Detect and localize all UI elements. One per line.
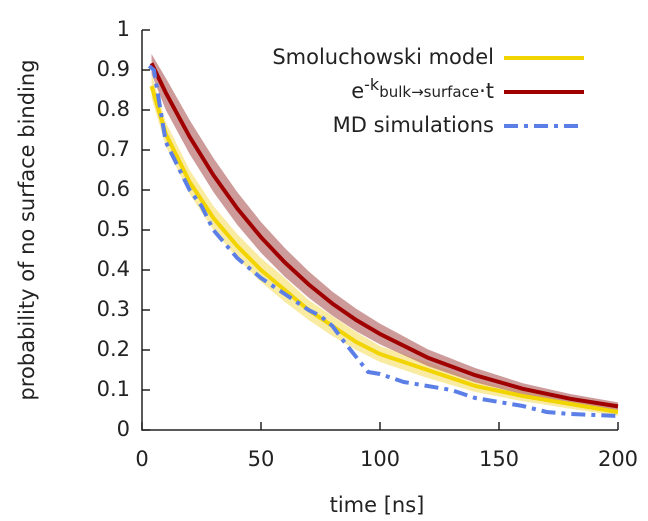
y-tick-label: 0: [117, 417, 130, 441]
legend-text: ·t: [479, 79, 494, 103]
x-axis-label: time [ns]: [330, 493, 425, 517]
legend-text: bulk→surface: [379, 83, 479, 101]
series-line: [149, 85, 619, 414]
y-tick-label: 0.2: [97, 337, 130, 361]
legend-label: MD simulations: [333, 113, 494, 137]
uncertainty-band: [151, 74, 618, 416]
y-tick-label: 0.3: [97, 297, 130, 321]
y-tick-label: 0.8: [97, 97, 130, 121]
y-tick-label: 0.6: [97, 177, 130, 201]
x-tick-label: 150: [479, 447, 519, 471]
legend-text: e: [351, 79, 364, 103]
series-line: [149, 62, 619, 409]
x-tick-label: 200: [598, 447, 638, 471]
legend-text: -k: [364, 75, 380, 94]
y-tick-label: 0.9: [97, 57, 130, 81]
x-tick-label: 50: [248, 447, 275, 471]
legend-label: e-kbulk→surface·t: [351, 75, 494, 103]
x-tick-label: 100: [360, 447, 400, 471]
legend-text: Smoluchowski model: [272, 45, 494, 69]
y-axis-label: probability of no surface binding: [15, 59, 39, 400]
y-tick-label: 0.1: [97, 377, 130, 401]
uncertainty-band: [151, 54, 618, 411]
series-line: [147, 64, 619, 418]
y-tick-label: 1: [117, 17, 130, 41]
y-tick-label: 0.5: [97, 217, 130, 241]
legend-text: MD simulations: [333, 113, 494, 137]
y-tick-label: 0.7: [97, 137, 130, 161]
y-tick-label: 0.4: [97, 257, 130, 281]
legend-label: Smoluchowski model: [272, 45, 494, 69]
x-tick-label: 0: [135, 447, 148, 471]
